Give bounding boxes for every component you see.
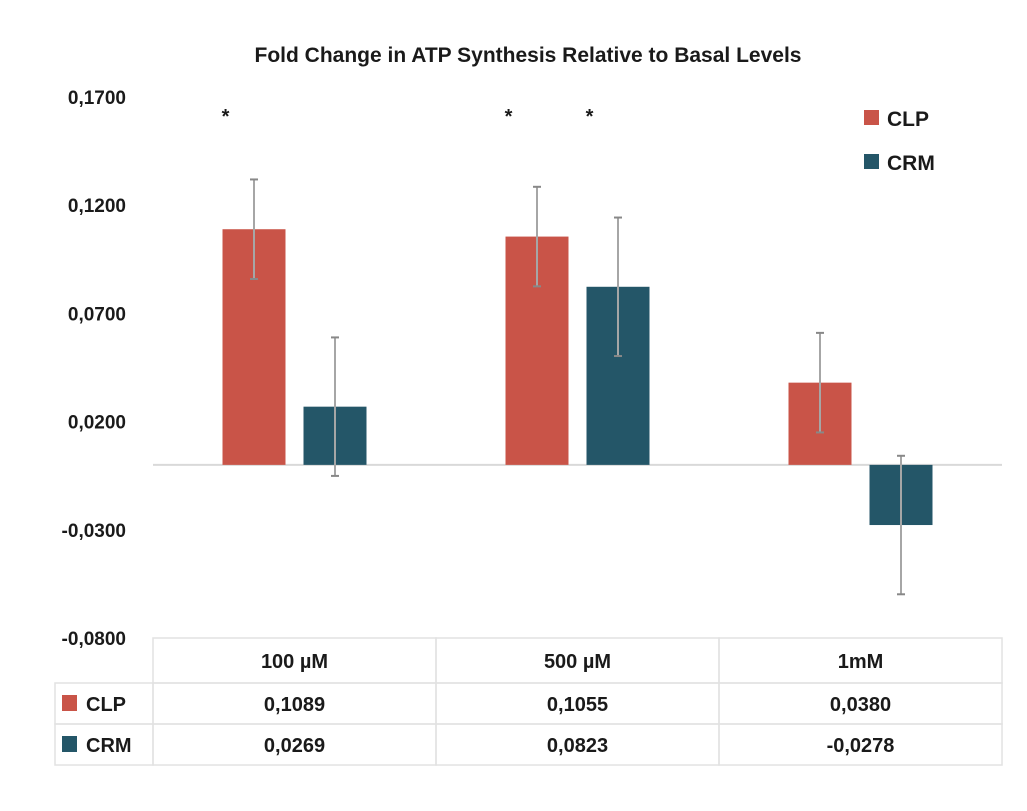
- table-column-header: 1mM: [838, 651, 884, 673]
- error-bars-group: [250, 178, 905, 596]
- significance-star: *: [586, 106, 594, 128]
- legend-swatch-clp: [864, 110, 879, 125]
- table-value: 0,1055: [547, 694, 608, 716]
- table-row-label: CLP: [86, 694, 126, 716]
- table-value: 0,1089: [264, 694, 325, 716]
- table-value: 0,0269: [264, 735, 325, 757]
- table-column-header: 500 µM: [544, 651, 611, 673]
- table-value: 0,0823: [547, 735, 608, 757]
- error-bar: [533, 185, 541, 288]
- table-value: 0,0380: [830, 694, 891, 716]
- table-row: CRM 0,0269 0,0823 -0,0278: [54, 723, 1003, 766]
- legend-label: CRM: [887, 152, 935, 175]
- table-row: CLP 0,1089 0,1055 0,0380: [54, 682, 1003, 725]
- y-tick-label: -0,0300: [62, 521, 126, 542]
- table-swatch-crm: [62, 736, 77, 752]
- data-table: 100 µM 500 µM 1mM CLP 0,1089 0,1055 0,0380 CRM 0…: [54, 637, 1003, 766]
- error-bar: [897, 454, 905, 596]
- table-swatch-clp: [62, 695, 77, 711]
- y-tick-label: 0,1700: [68, 88, 126, 109]
- bars-group: [222, 229, 933, 526]
- legend-swatch-crm: [864, 154, 879, 169]
- error-bar: [331, 336, 339, 477]
- significance-star: *: [505, 106, 513, 128]
- y-tick-label: 0,0700: [68, 304, 126, 325]
- y-tick-label: 0,0200: [68, 413, 126, 434]
- table-row-label: CRM: [86, 735, 132, 757]
- y-tick-label: 0,1200: [68, 196, 126, 217]
- y-tick-label: -0,0800: [62, 629, 126, 650]
- error-bar: [250, 178, 258, 280]
- table-cell: [718, 723, 1003, 766]
- error-bar: [816, 331, 824, 434]
- table-value: -0,0278: [827, 735, 895, 757]
- significance-markers: * * *: [222, 106, 594, 128]
- y-axis: 0,1700 0,1200 0,0700 0,0200 -0,0300 -0,0800: [62, 88, 126, 650]
- legend-label: CLP: [887, 108, 929, 131]
- chart-title: Fold Change in ATP Synthesis Relative to…: [255, 44, 802, 67]
- legend: CLP CRM: [864, 108, 935, 175]
- error-bar: [614, 216, 622, 358]
- table-column-header: 100 µM: [261, 651, 328, 673]
- significance-star: *: [222, 106, 230, 128]
